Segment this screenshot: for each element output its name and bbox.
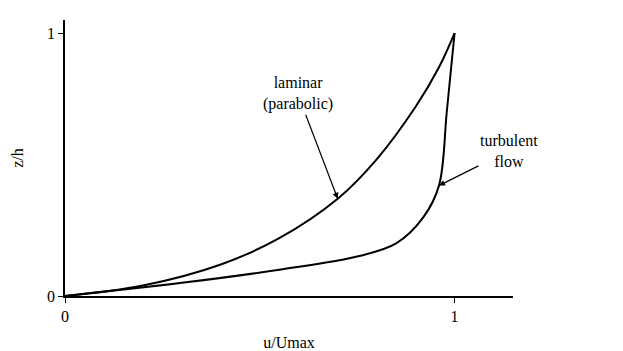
- svg-text:u/Umax: u/Umax: [263, 334, 315, 351]
- svg-text:1: 1: [451, 308, 459, 325]
- svg-text:0: 0: [47, 288, 55, 305]
- svg-text:0: 0: [61, 308, 69, 325]
- svg-text:turbulentflow: turbulentflow: [480, 132, 538, 170]
- svg-text:1: 1: [47, 25, 55, 42]
- svg-text:z/h: z/h: [9, 148, 26, 168]
- svg-text:laminar(parabolic): laminar(parabolic): [263, 74, 333, 113]
